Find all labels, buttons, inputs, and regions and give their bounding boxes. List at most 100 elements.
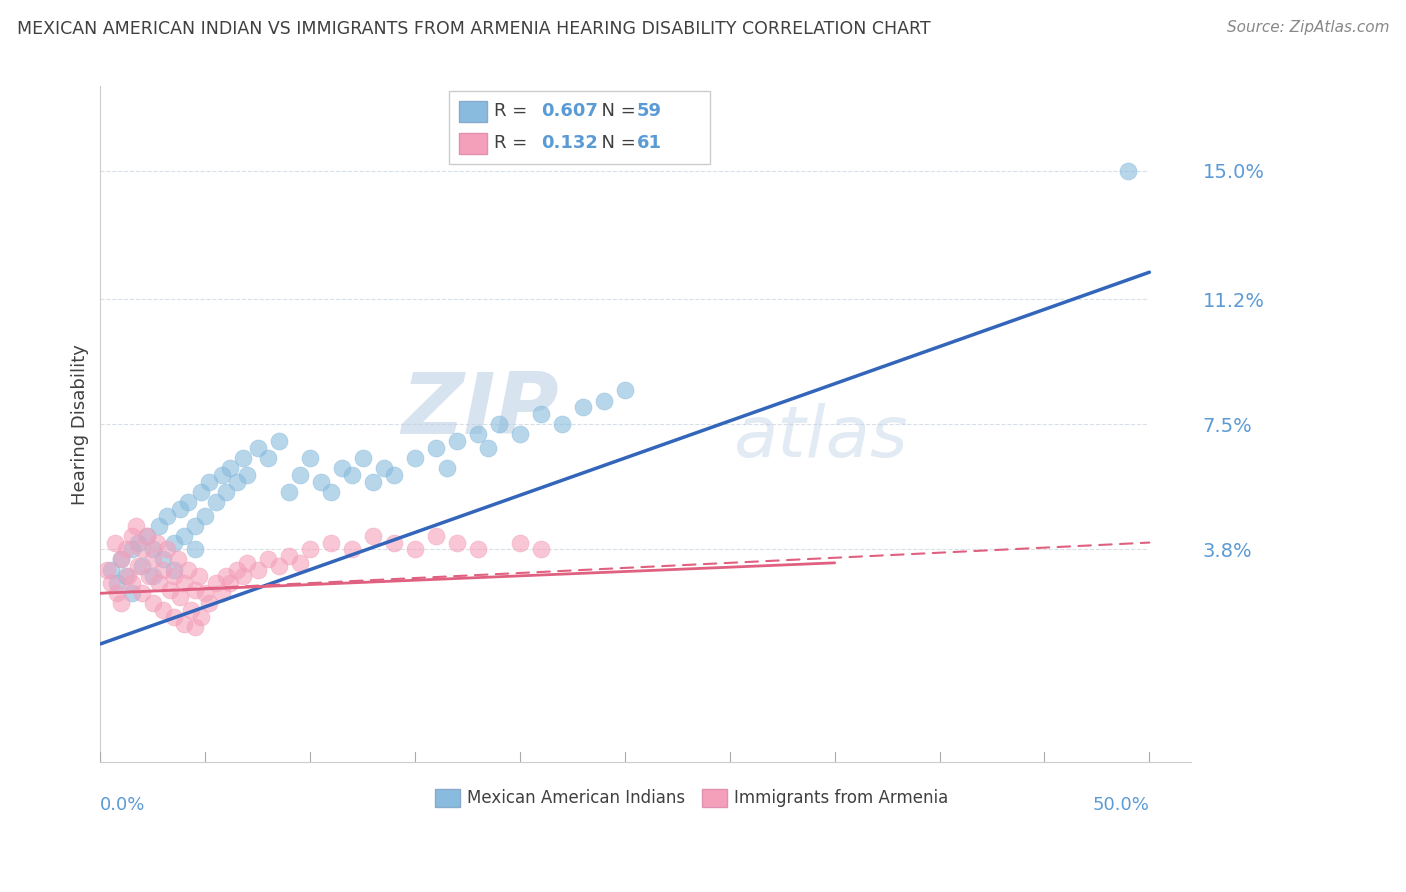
Point xyxy=(156,542,179,557)
Point xyxy=(288,467,311,482)
Point xyxy=(278,549,301,563)
Point xyxy=(184,582,207,597)
Point xyxy=(219,576,242,591)
Point xyxy=(127,559,149,574)
Point xyxy=(152,552,174,566)
Point xyxy=(184,620,207,634)
Point xyxy=(361,475,384,489)
Point xyxy=(267,559,290,574)
Point xyxy=(257,451,280,466)
Point xyxy=(184,518,207,533)
Point xyxy=(121,586,143,600)
Point xyxy=(382,467,405,482)
Point xyxy=(309,475,332,489)
Point xyxy=(467,542,489,557)
Point xyxy=(211,586,233,600)
Text: R =: R = xyxy=(495,135,540,153)
Point xyxy=(148,518,170,533)
Point xyxy=(321,484,343,499)
Text: 0.607: 0.607 xyxy=(541,103,598,120)
Point xyxy=(105,586,128,600)
Point xyxy=(211,467,233,482)
Point xyxy=(114,542,136,557)
Point xyxy=(121,542,143,557)
Text: atlas: atlas xyxy=(733,403,908,472)
Point xyxy=(194,508,217,523)
Point xyxy=(96,563,118,577)
Point xyxy=(152,603,174,617)
Point xyxy=(267,434,290,449)
Point xyxy=(361,529,384,543)
Text: ZIP: ZIP xyxy=(401,369,558,452)
Point xyxy=(477,441,499,455)
Point xyxy=(135,529,157,543)
Point xyxy=(121,576,143,591)
Point xyxy=(467,427,489,442)
Point xyxy=(225,563,247,577)
Point xyxy=(110,596,132,610)
Point xyxy=(121,529,143,543)
Point xyxy=(404,451,426,466)
Point xyxy=(190,610,212,624)
Point xyxy=(198,475,221,489)
Point xyxy=(215,569,238,583)
Point xyxy=(173,529,195,543)
Point xyxy=(167,552,190,566)
Text: N =: N = xyxy=(591,103,641,120)
Point xyxy=(299,451,322,466)
Point xyxy=(446,434,468,449)
Point xyxy=(142,596,165,610)
Point xyxy=(131,586,153,600)
Point xyxy=(131,542,153,557)
Point xyxy=(169,501,191,516)
Point xyxy=(436,461,458,475)
Text: Mexican American Indians: Mexican American Indians xyxy=(467,789,685,807)
Point xyxy=(135,529,157,543)
Point xyxy=(219,461,242,475)
Point xyxy=(156,508,179,523)
Text: 50.0%: 50.0% xyxy=(1092,796,1149,814)
Point xyxy=(177,495,200,509)
Point xyxy=(613,384,636,398)
Point xyxy=(530,407,553,421)
Point xyxy=(225,475,247,489)
Point xyxy=(163,563,186,577)
Point xyxy=(142,569,165,583)
Point xyxy=(204,495,226,509)
Point xyxy=(110,552,132,566)
Text: N =: N = xyxy=(591,135,641,153)
Point xyxy=(425,529,447,543)
Point xyxy=(299,542,322,557)
Point xyxy=(509,427,531,442)
Point xyxy=(340,467,363,482)
Point xyxy=(572,401,595,415)
Text: Immigrants from Armenia: Immigrants from Armenia xyxy=(734,789,949,807)
Point xyxy=(114,569,136,583)
Point xyxy=(446,535,468,549)
Point xyxy=(142,542,165,557)
Point xyxy=(232,569,254,583)
Point xyxy=(340,542,363,557)
Point xyxy=(509,535,531,549)
Text: 0.0%: 0.0% xyxy=(100,796,146,814)
Point xyxy=(180,603,202,617)
Point xyxy=(125,518,148,533)
Point xyxy=(215,484,238,499)
Y-axis label: Hearing Disability: Hearing Disability xyxy=(72,343,89,505)
Point xyxy=(152,563,174,577)
Point xyxy=(138,569,160,583)
Point xyxy=(169,590,191,604)
Point xyxy=(104,535,127,549)
Point xyxy=(177,563,200,577)
Point xyxy=(236,556,259,570)
Point xyxy=(110,552,132,566)
Point xyxy=(163,569,186,583)
Point xyxy=(188,569,211,583)
Point xyxy=(190,484,212,499)
Point xyxy=(246,441,269,455)
Point xyxy=(288,556,311,570)
Point xyxy=(278,484,301,499)
Point xyxy=(425,441,447,455)
Text: 61: 61 xyxy=(637,135,661,153)
Point xyxy=(159,582,181,597)
